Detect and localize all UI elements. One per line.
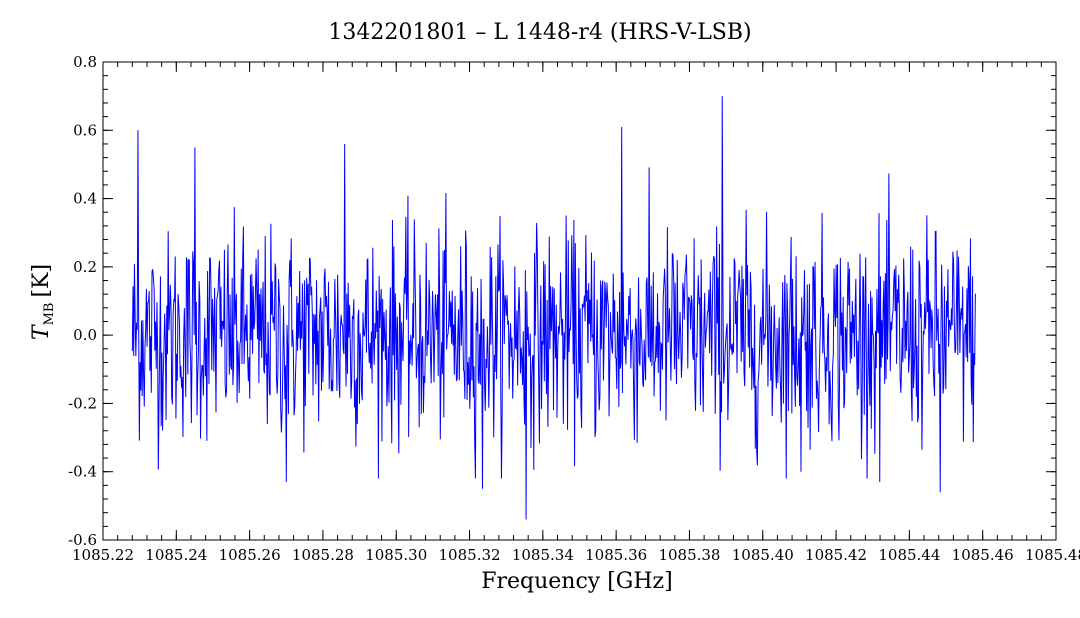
y-tick-label: 0.4 bbox=[73, 190, 97, 208]
x-tick-label: 1085.22 bbox=[72, 546, 134, 564]
y-tick-label: -0.6 bbox=[68, 531, 97, 549]
x-tick-label: 1085.26 bbox=[219, 546, 281, 564]
y-tick-label: 0.0 bbox=[73, 326, 97, 344]
y-tick-label: 0.8 bbox=[73, 53, 97, 71]
plot-frame bbox=[102, 61, 1057, 541]
y-axis-label-main: T bbox=[29, 323, 54, 340]
x-tick-label: 1085.44 bbox=[878, 546, 940, 564]
x-tick-label: 1085.46 bbox=[952, 546, 1014, 564]
x-tick-label: 1085.40 bbox=[732, 546, 794, 564]
y-axis-label-unit: [K] bbox=[29, 264, 54, 298]
x-tick-label: 1085.38 bbox=[658, 546, 720, 564]
x-tick-label: 1085.28 bbox=[292, 546, 354, 564]
y-tick-label: -0.2 bbox=[68, 394, 97, 412]
x-tick-label: 1085.32 bbox=[439, 546, 501, 564]
y-tick-label: 0.2 bbox=[73, 258, 97, 276]
x-tick-label: 1085.30 bbox=[365, 546, 427, 564]
series-group bbox=[131, 96, 976, 520]
x-axis-label: Frequency [GHz] bbox=[481, 569, 673, 594]
x-tick-label: 1085.34 bbox=[512, 546, 574, 564]
x-tick-label: 1085.48 bbox=[1025, 546, 1080, 564]
x-axis-ticks bbox=[102, 62, 1057, 540]
x-tick-label: 1085.36 bbox=[585, 546, 647, 564]
spectrum-series-line bbox=[131, 96, 976, 520]
y-axis-tick-labels: -0.6 -0.4 -0.2 0.0 0.2 0.4 0.6 0.8 bbox=[68, 53, 97, 549]
chart-title: 1342201801 – L 1448-r4 (HRS-V-LSB) bbox=[328, 20, 751, 45]
x-tick-label: 1085.24 bbox=[145, 546, 207, 564]
y-tick-label: 0.6 bbox=[73, 121, 97, 139]
x-tick-label: 1085.42 bbox=[805, 546, 867, 564]
y-tick-label: -0.4 bbox=[68, 463, 97, 481]
x-axis-tick-labels: 1085.22 1085.24 1085.26 1085.28 1085.30 1085.… bbox=[72, 546, 1080, 564]
y-axis-ticks bbox=[103, 61, 1056, 541]
y-axis-label-subscript: MB bbox=[42, 303, 57, 326]
y-axis-label: TMB [K] bbox=[29, 264, 57, 340]
